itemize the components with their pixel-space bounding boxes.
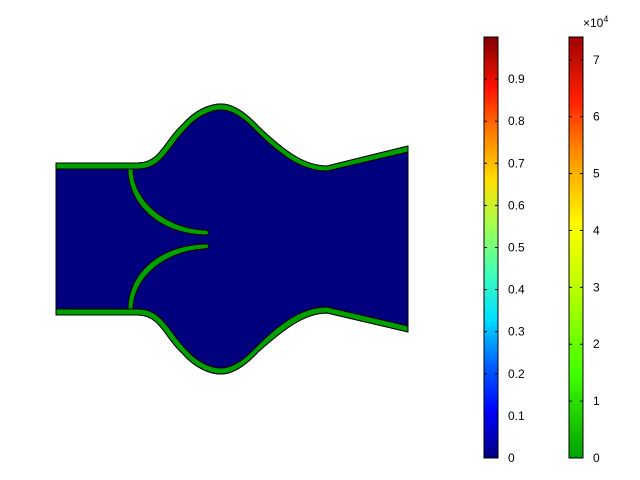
colorbar-right-tick-label: 3 xyxy=(593,280,600,294)
flow-domain xyxy=(55,103,409,375)
colorbar-right-exponent: ×104 xyxy=(583,14,608,30)
colorbar-left-tick-label: 0.2 xyxy=(508,367,525,381)
colorbar-right-tick-label: 2 xyxy=(593,337,600,351)
colorbar-left-tick-label: 0.3 xyxy=(508,325,525,339)
exponent-base: ×10 xyxy=(583,16,604,30)
colorbar-right-tick-label: 6 xyxy=(593,110,600,124)
colorbar-right-tick-label: 7 xyxy=(593,53,600,67)
colorbar-right-tick-label: 4 xyxy=(593,223,600,237)
colorbar-right-ticks: 0 1 2 3 4 5 6 7 xyxy=(569,53,600,465)
colorbar-right-gradient xyxy=(568,36,584,459)
lower-leaflet xyxy=(127,243,210,310)
colorbar-left-tick-label: 0.1 xyxy=(508,409,525,423)
colorbar-left-tick-label: 0 xyxy=(508,451,515,465)
upper-leaflet xyxy=(127,168,210,236)
colorbar-left-tick-label: 0.6 xyxy=(508,198,525,212)
colorbar-left-tick-label: 0.4 xyxy=(508,283,525,297)
colorbar-right-tick-label: 5 xyxy=(593,167,600,181)
colorbar-right-tick-label: 0 xyxy=(593,451,600,465)
colorbar-left-tick-label: 0.5 xyxy=(508,241,525,255)
colorbar-left-tick-label: 0.9 xyxy=(508,72,525,86)
inlet-top-wall xyxy=(55,103,409,172)
exponent-power: 4 xyxy=(603,14,608,24)
inlet-bottom-wall xyxy=(55,306,409,375)
colorbar-left-tick-label: 0.7 xyxy=(508,156,525,170)
colorbar-left-ticks: 0 0.1 0.2 0.3 0.4 0.5 0.6 0.7 0.8 0.9 xyxy=(484,72,525,465)
colorbar-left-tick-label: 0.8 xyxy=(508,114,525,128)
colorbar-right-tick-label: 1 xyxy=(593,394,600,408)
colorbar-left: 0 0.1 0.2 0.3 0.4 0.5 0.6 0.7 0.8 0.9 xyxy=(483,36,525,465)
vessel-walls xyxy=(55,103,409,375)
